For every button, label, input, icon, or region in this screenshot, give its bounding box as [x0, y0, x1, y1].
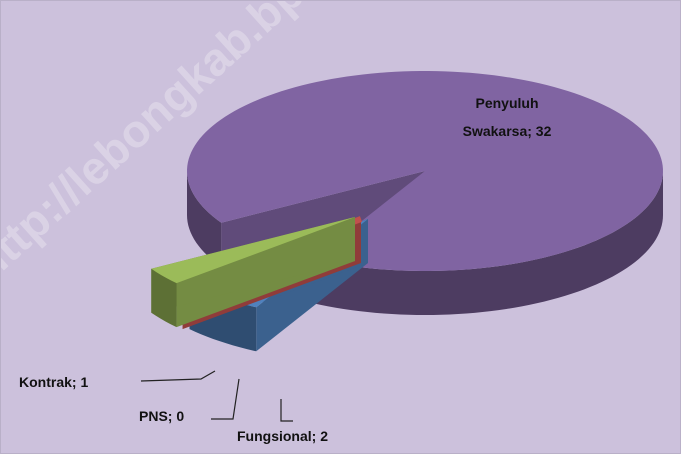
data-label: Kontrak; 1: [19, 374, 89, 390]
leader-line: [140, 370, 216, 382]
data-label: PNS; 0: [139, 408, 185, 424]
slice: [187, 71, 663, 271]
slice-side: [187, 171, 222, 267]
slice-wall: [151, 217, 355, 313]
slice-side: [313, 171, 663, 315]
slice: [151, 217, 355, 284]
leader-line: [211, 378, 240, 420]
slice-side: [151, 268, 177, 328]
leader-line: [280, 399, 293, 422]
data-label: Penyuluh Swakarsa; 32: [462, 95, 552, 139]
data-label: Fungsional; 2: [237, 428, 328, 444]
